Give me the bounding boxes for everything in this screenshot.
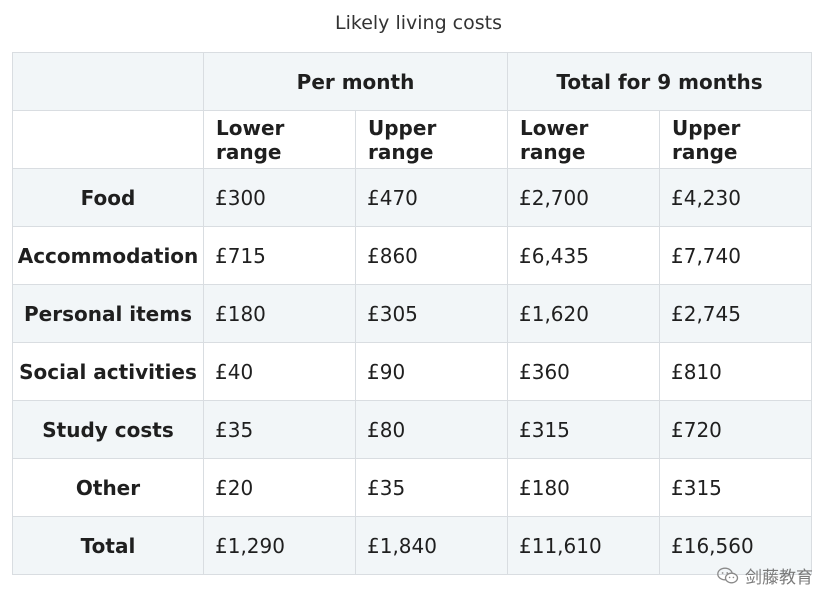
table-cell: £40 <box>203 342 356 401</box>
table-row: Study costs £35 £80 £315 £720 <box>12 400 812 459</box>
table-cell: £6,435 <box>507 226 660 285</box>
table-cell: £4,230 <box>659 168 812 227</box>
table-cell: £470 <box>355 168 508 227</box>
table-cell: £1,620 <box>507 284 660 343</box>
group-header-row: Per month Total for 9 months <box>12 52 812 111</box>
table-cell: £2,700 <box>507 168 660 227</box>
table-row: Social activities £40 £90 £360 £810 <box>12 342 812 401</box>
table-cell: £1,840 <box>355 516 508 575</box>
watermark: 剑藤教育 <box>717 563 813 588</box>
table-cell: £300 <box>203 168 356 227</box>
sub-header-upper-total: Upper range <box>659 110 812 169</box>
watermark-text: 剑藤教育 <box>745 568 813 588</box>
table-cell: £305 <box>355 284 508 343</box>
row-label: Other <box>12 458 204 517</box>
table-cell: £360 <box>507 342 660 401</box>
table-cell: £715 <box>203 226 356 285</box>
row-label: Personal items <box>12 284 204 343</box>
row-label: Food <box>12 168 204 227</box>
table-cell: £11,610 <box>507 516 660 575</box>
table-cell: £180 <box>203 284 356 343</box>
table-cell: £860 <box>355 226 508 285</box>
header-total-9-months: Total for 9 months <box>507 52 812 111</box>
table-cell: £2,745 <box>659 284 812 343</box>
table-cell: £35 <box>203 400 356 459</box>
table-cell: £16,560 <box>659 516 812 575</box>
sub-header-lower-month: Lower range <box>203 110 356 169</box>
table-cell: £1,290 <box>203 516 356 575</box>
living-costs-table: Per month Total for 9 months Lower range… <box>12 52 812 575</box>
row-label: Study costs <box>12 400 204 459</box>
row-label: Total <box>12 516 204 575</box>
table-row: Food £300 £470 £2,700 £4,230 <box>12 168 812 227</box>
row-label: Accommodation <box>12 226 204 285</box>
table-cell: £90 <box>355 342 508 401</box>
corner-cell <box>12 52 204 111</box>
table-cell: £315 <box>507 400 660 459</box>
table-cell: £7,740 <box>659 226 812 285</box>
table-cell: £80 <box>355 400 508 459</box>
table-cell: £720 <box>659 400 812 459</box>
table-cell: £20 <box>203 458 356 517</box>
sub-header-upper-month: Upper range <box>355 110 508 169</box>
table-row: Other £20 £35 £180 £315 <box>12 458 812 517</box>
corner-cell <box>12 110 204 169</box>
header-per-month: Per month <box>203 52 508 111</box>
table-caption: Likely living costs <box>335 12 502 34</box>
table-cell: £180 <box>507 458 660 517</box>
table-cell: £35 <box>355 458 508 517</box>
sub-header-lower-total: Lower range <box>507 110 660 169</box>
table-row: Accommodation £715 £860 £6,435 £7,740 <box>12 226 812 285</box>
sub-header-row: Lower range Upper range Lower range Uppe… <box>12 110 812 169</box>
table-row: Personal items £180 £305 £1,620 £2,745 <box>12 284 812 343</box>
table-row-total: Total £1,290 £1,840 £11,610 £16,560 <box>12 516 812 575</box>
table-cell: £315 <box>659 458 812 517</box>
wechat-icon <box>717 567 739 583</box>
table-cell: £810 <box>659 342 812 401</box>
row-label: Social activities <box>12 342 204 401</box>
